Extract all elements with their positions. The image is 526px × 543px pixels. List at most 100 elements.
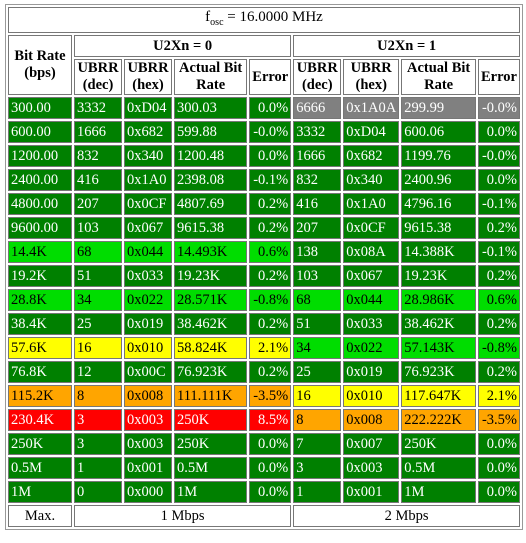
ubrr-hex-cell: 0x1A0A (343, 97, 400, 119)
ubrr-hex-cell: 0x022 (124, 289, 172, 311)
bit-rate-cell: 57.6K (8, 337, 72, 359)
actual-rate-cell: 9615.38 (174, 217, 248, 239)
bit-rate-cell: 38.4K (8, 313, 72, 335)
error-cell: 0.0% (249, 145, 292, 167)
error-cell: 0.0% (478, 121, 520, 143)
table-row: 300.00 3332 0xD04 300.03 0.0% 6666 0x1A0A 299.9… (8, 97, 520, 119)
bit-rate-cell: 19.2K (8, 265, 72, 287)
ubrr-hex-cell: 0x067 (124, 217, 172, 239)
ubrr-hex-cell: 0x033 (343, 313, 400, 335)
ubrr-dec-cell: 207 (74, 193, 122, 215)
actual-rate-cell: 19.23K (401, 265, 477, 287)
actual-rate-cell: 58.824K (174, 337, 248, 359)
fosc-prefix: f (205, 9, 211, 25)
ubrr-hex-cell: 0x0CF (124, 193, 172, 215)
ubrr-dec-cell: 832 (74, 145, 122, 167)
ubrr-dec-cell: 1 (74, 457, 122, 479)
ubrr-hex-cell: 0x1A0 (124, 169, 172, 191)
actual-rate-cell: 2398.08 (174, 169, 248, 191)
ubrr-dec-cell: 51 (293, 313, 342, 335)
ubrr-hex-cell: 0x044 (124, 241, 172, 263)
ubrr-hex-cell: 0x1A0 (343, 193, 400, 215)
ubrr-hex-cell: 0x340 (343, 169, 400, 191)
error-cell: 0.2% (478, 217, 520, 239)
col-ubrr-hex-1: UBRR (hex) (343, 59, 400, 95)
error-cell: -0.0% (478, 145, 520, 167)
fosc-header: fosc = 16.0000 MHz (8, 7, 520, 33)
ubrr-hex-cell: 0x019 (124, 313, 172, 335)
ubrr-dec-cell: 1 (293, 481, 342, 503)
error-cell: -0.1% (249, 169, 292, 191)
ubrr-hex-cell: 0x003 (124, 433, 172, 455)
ubrr-dec-cell: 138 (293, 241, 342, 263)
table-row: 1M 0 0x000 1M 0.0% 1 0x001 1M 0.0% (8, 481, 520, 503)
actual-rate-cell: 1200.48 (174, 145, 248, 167)
error-cell: 0.2% (478, 361, 520, 383)
table-row: 600.00 1666 0x682 599.88 -0.0% 3332 0xD04 600.0… (8, 121, 520, 143)
actual-rate-cell: 0.5M (401, 457, 477, 479)
actual-rate-cell: 222.222K (401, 409, 477, 431)
ubrr-hex-cell: 0x00C (124, 361, 172, 383)
error-cell: 8.5% (249, 409, 292, 431)
ubrr-dec-cell: 0 (74, 481, 122, 503)
ubrr-dec-cell: 1666 (74, 121, 122, 143)
col-ubrr-hex-0: UBRR (hex) (124, 59, 172, 95)
fosc-subscript: osc (210, 17, 224, 28)
max-u2x1: 2 Mbps (293, 505, 520, 527)
table-row: 4800.00 207 0x0CF 4807.69 0.2% 416 0x1A0 4796.1… (8, 193, 520, 215)
actual-rate-cell: 14.388K (401, 241, 477, 263)
col-actual-1: Actual Bit Rate (401, 59, 477, 95)
error-cell: 0.0% (478, 457, 520, 479)
u2x1-header: U2Xn = 1 (293, 35, 520, 57)
ubrr-hex-cell: 0x010 (124, 337, 172, 359)
error-cell: 0.0% (478, 169, 520, 191)
bit-rate-cell: 600.00 (8, 121, 72, 143)
error-cell: 0.2% (249, 361, 292, 383)
actual-rate-cell: 250K (174, 409, 248, 431)
error-cell: 0.6% (249, 241, 292, 263)
table-row: 57.6K 16 0x010 58.824K 2.1% 34 0x022 57.143K -0.… (8, 337, 520, 359)
bit-rate-cell: 14.4K (8, 241, 72, 263)
actual-rate-cell: 2400.96 (401, 169, 477, 191)
table-row: 115.2K 8 0x008 111.111K -3.5% 16 0x010 117.647K… (8, 385, 520, 407)
ubrr-dec-cell: 68 (293, 289, 342, 311)
bit-rate-cell: 76.8K (8, 361, 72, 383)
error-cell: -0.8% (249, 289, 292, 311)
actual-rate-cell: 600.06 (401, 121, 477, 143)
actual-rate-cell: 299.99 (401, 97, 477, 119)
ubrr-dec-cell: 12 (74, 361, 122, 383)
ubrr-dec-cell: 16 (293, 385, 342, 407)
error-cell: 0.0% (249, 481, 292, 503)
actual-rate-cell: 250K (174, 433, 248, 455)
ubrr-hex-cell: 0x001 (124, 457, 172, 479)
ubrr-dec-cell: 103 (74, 217, 122, 239)
error-cell: 0.2% (249, 313, 292, 335)
ubrr-dec-cell: 207 (293, 217, 342, 239)
actual-rate-cell: 57.143K (401, 337, 477, 359)
table-body: 300.00 3332 0xD04 300.03 0.0% 6666 0x1A0A 299.9… (8, 97, 520, 503)
ubrr-hex-cell: 0x340 (124, 145, 172, 167)
bitrate-header: Bit Rate (bps) (8, 35, 72, 95)
error-cell: 0.0% (249, 97, 292, 119)
actual-rate-cell: 28.986K (401, 289, 477, 311)
table-row: 38.4K 25 0x019 38.462K 0.2% 51 0x033 38.462K 0.2… (8, 313, 520, 335)
actual-rate-cell: 0.5M (174, 457, 248, 479)
ubrr-hex-cell: 0x08A (343, 241, 400, 263)
ubrr-dec-cell: 416 (74, 169, 122, 191)
ubrr-hex-cell: 0x008 (343, 409, 400, 431)
actual-rate-cell: 250K (401, 433, 477, 455)
error-cell: 0.2% (249, 217, 292, 239)
table-row: 14.4K 68 0x044 14.493K 0.6% 138 0x08A 14.388K -0… (8, 241, 520, 263)
bit-rate-cell: 2400.00 (8, 169, 72, 191)
table-row: 9600.00 103 0x067 9615.38 0.2% 207 0x0CF 9615.3… (8, 217, 520, 239)
ubrr-hex-cell: 0xD04 (124, 97, 172, 119)
ubrr-hex-cell: 0x044 (343, 289, 400, 311)
table-row: 76.8K 12 0x00C 76.923K 0.2% 25 0x019 76.923K 0.2… (8, 361, 520, 383)
error-cell: -0.8% (478, 337, 520, 359)
ubrr-dec-cell: 8 (293, 409, 342, 431)
ubrr-dec-cell: 34 (293, 337, 342, 359)
actual-rate-cell: 1199.76 (401, 145, 477, 167)
error-cell: -0.0% (478, 97, 520, 119)
col-ubrr-dec-1: UBRR (dec) (293, 59, 342, 95)
ubrr-hex-cell: 0x067 (343, 265, 400, 287)
